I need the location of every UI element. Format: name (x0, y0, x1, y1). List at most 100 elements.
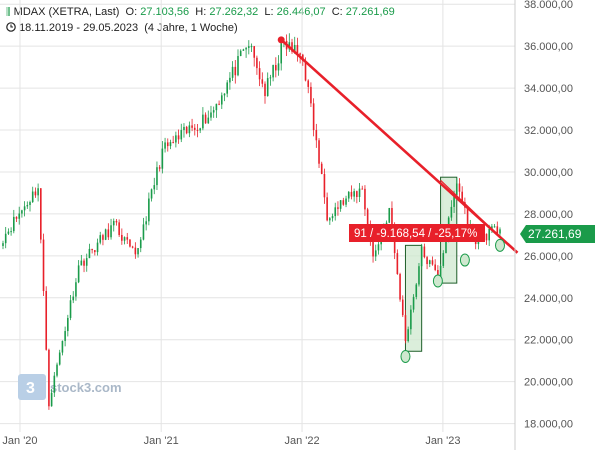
candle-body (329, 218, 331, 221)
candle-body (64, 331, 66, 341)
candle-body (112, 220, 115, 226)
candle-body (272, 65, 274, 78)
candle-body (226, 82, 228, 94)
last-price-text: 27.261,69 (528, 227, 582, 241)
candle-body (266, 78, 269, 97)
watermark-text: stock3.com (50, 380, 122, 395)
candle-body (204, 114, 207, 124)
candle-body (372, 240, 374, 257)
candle-body (439, 265, 442, 280)
candle-body (442, 253, 445, 266)
candle-body (83, 260, 85, 266)
candle-body (10, 231, 12, 233)
candle-body (426, 257, 428, 265)
high-label: H: (195, 6, 207, 18)
candle-body (399, 274, 401, 300)
candle-body (23, 206, 26, 211)
watermark: 3 stock3.com (18, 374, 122, 400)
candle-body (358, 188, 361, 197)
candle-body (61, 340, 64, 353)
close-value: 27.261,69 (345, 6, 395, 18)
candle-body (37, 188, 39, 196)
candle-body (334, 207, 337, 217)
candle-body (488, 228, 491, 241)
y-tick-label: 18.000,00 (524, 419, 573, 431)
annotation-text: 91 / -9.168,54 / -25,17% (354, 228, 477, 240)
candle-body (374, 250, 377, 257)
candle-body (223, 93, 226, 96)
candle-body (177, 135, 180, 140)
candle-body (102, 235, 104, 240)
candle-body (296, 44, 299, 54)
chart-header-period: 18.11.2019 - 29.05.2023 (4 Jahre, 1 Woch… (6, 22, 238, 34)
candle-body (307, 80, 310, 87)
candle-body (80, 260, 83, 266)
y-tick-label: 32.000,00 (524, 125, 573, 137)
candle-body (245, 47, 247, 50)
candle-body (21, 210, 23, 214)
candle-body (377, 244, 380, 251)
candle-body (69, 300, 72, 318)
candle-body (215, 103, 218, 111)
candle-body (50, 392, 53, 407)
highlight-boxes (404, 176, 458, 352)
candle-body (183, 126, 185, 131)
instrument-label: MDAX (XETRA, Last) (13, 6, 120, 18)
y-tick-label: 28.000,00 (524, 209, 573, 221)
candle-body (231, 66, 234, 78)
trendline (440, 179, 506, 242)
candle-body (53, 375, 56, 393)
candle-body (455, 183, 458, 196)
candle-body (434, 264, 436, 270)
candle-body (277, 63, 280, 71)
candle-body (428, 260, 431, 265)
last-price-badge: 27.261,69 (520, 225, 595, 243)
candle-body (242, 49, 245, 51)
y-axis: 18.000,00 20.000,00 22.000,00 24.000,00 26.0… (514, 0, 573, 450)
low-value: 26.446,07 (276, 6, 326, 18)
candle-body (2, 243, 4, 246)
candle-body (148, 198, 150, 222)
candle-body (423, 246, 426, 258)
candle-body (410, 309, 412, 330)
candle-body (72, 296, 75, 301)
candle-body (134, 247, 137, 255)
trendline-anchor (277, 36, 285, 44)
candle-body (31, 191, 34, 202)
candle-body (121, 234, 123, 241)
candle-body (4, 233, 7, 244)
chart-header-quote: ⫼ MDAX (XETRA, Last) O: 27.103,56 H: 27.… (6, 6, 395, 18)
annotation-label: 91 / -9.168,54 / -25,17% (349, 224, 485, 242)
candle-body (293, 44, 296, 52)
candle-body (342, 200, 345, 205)
candlestick-icon: ⫼ (6, 7, 11, 18)
candle-body (361, 188, 364, 190)
y-tick-label: 34.000,00 (524, 83, 573, 95)
candle-body (196, 129, 199, 131)
high-value: 27.262,32 (209, 6, 259, 18)
candle-body (450, 206, 453, 218)
candle-body (115, 220, 118, 223)
candle-body (42, 239, 45, 292)
stock3-logo-icon (18, 374, 46, 400)
candle-body (418, 266, 420, 285)
trendline (280, 38, 519, 254)
candle-body (172, 142, 174, 144)
candle-body (188, 125, 191, 134)
candle-body (129, 239, 131, 247)
period-range: 18.11.2019 - 29.05.2023 (19, 22, 139, 34)
candle-body (388, 208, 391, 223)
candle-body (169, 142, 172, 147)
candle-body (320, 163, 323, 174)
candle-body (466, 207, 469, 227)
candle-body (253, 46, 256, 58)
candle-body (239, 50, 242, 57)
candle-body (104, 229, 107, 240)
candle-body (304, 61, 307, 81)
candle-body (331, 216, 334, 219)
candle-body (391, 208, 393, 228)
y-tick-label: 30.000,00 (524, 167, 573, 179)
x-tick-label: Jan '21 (144, 435, 179, 447)
candle-body (275, 65, 277, 71)
